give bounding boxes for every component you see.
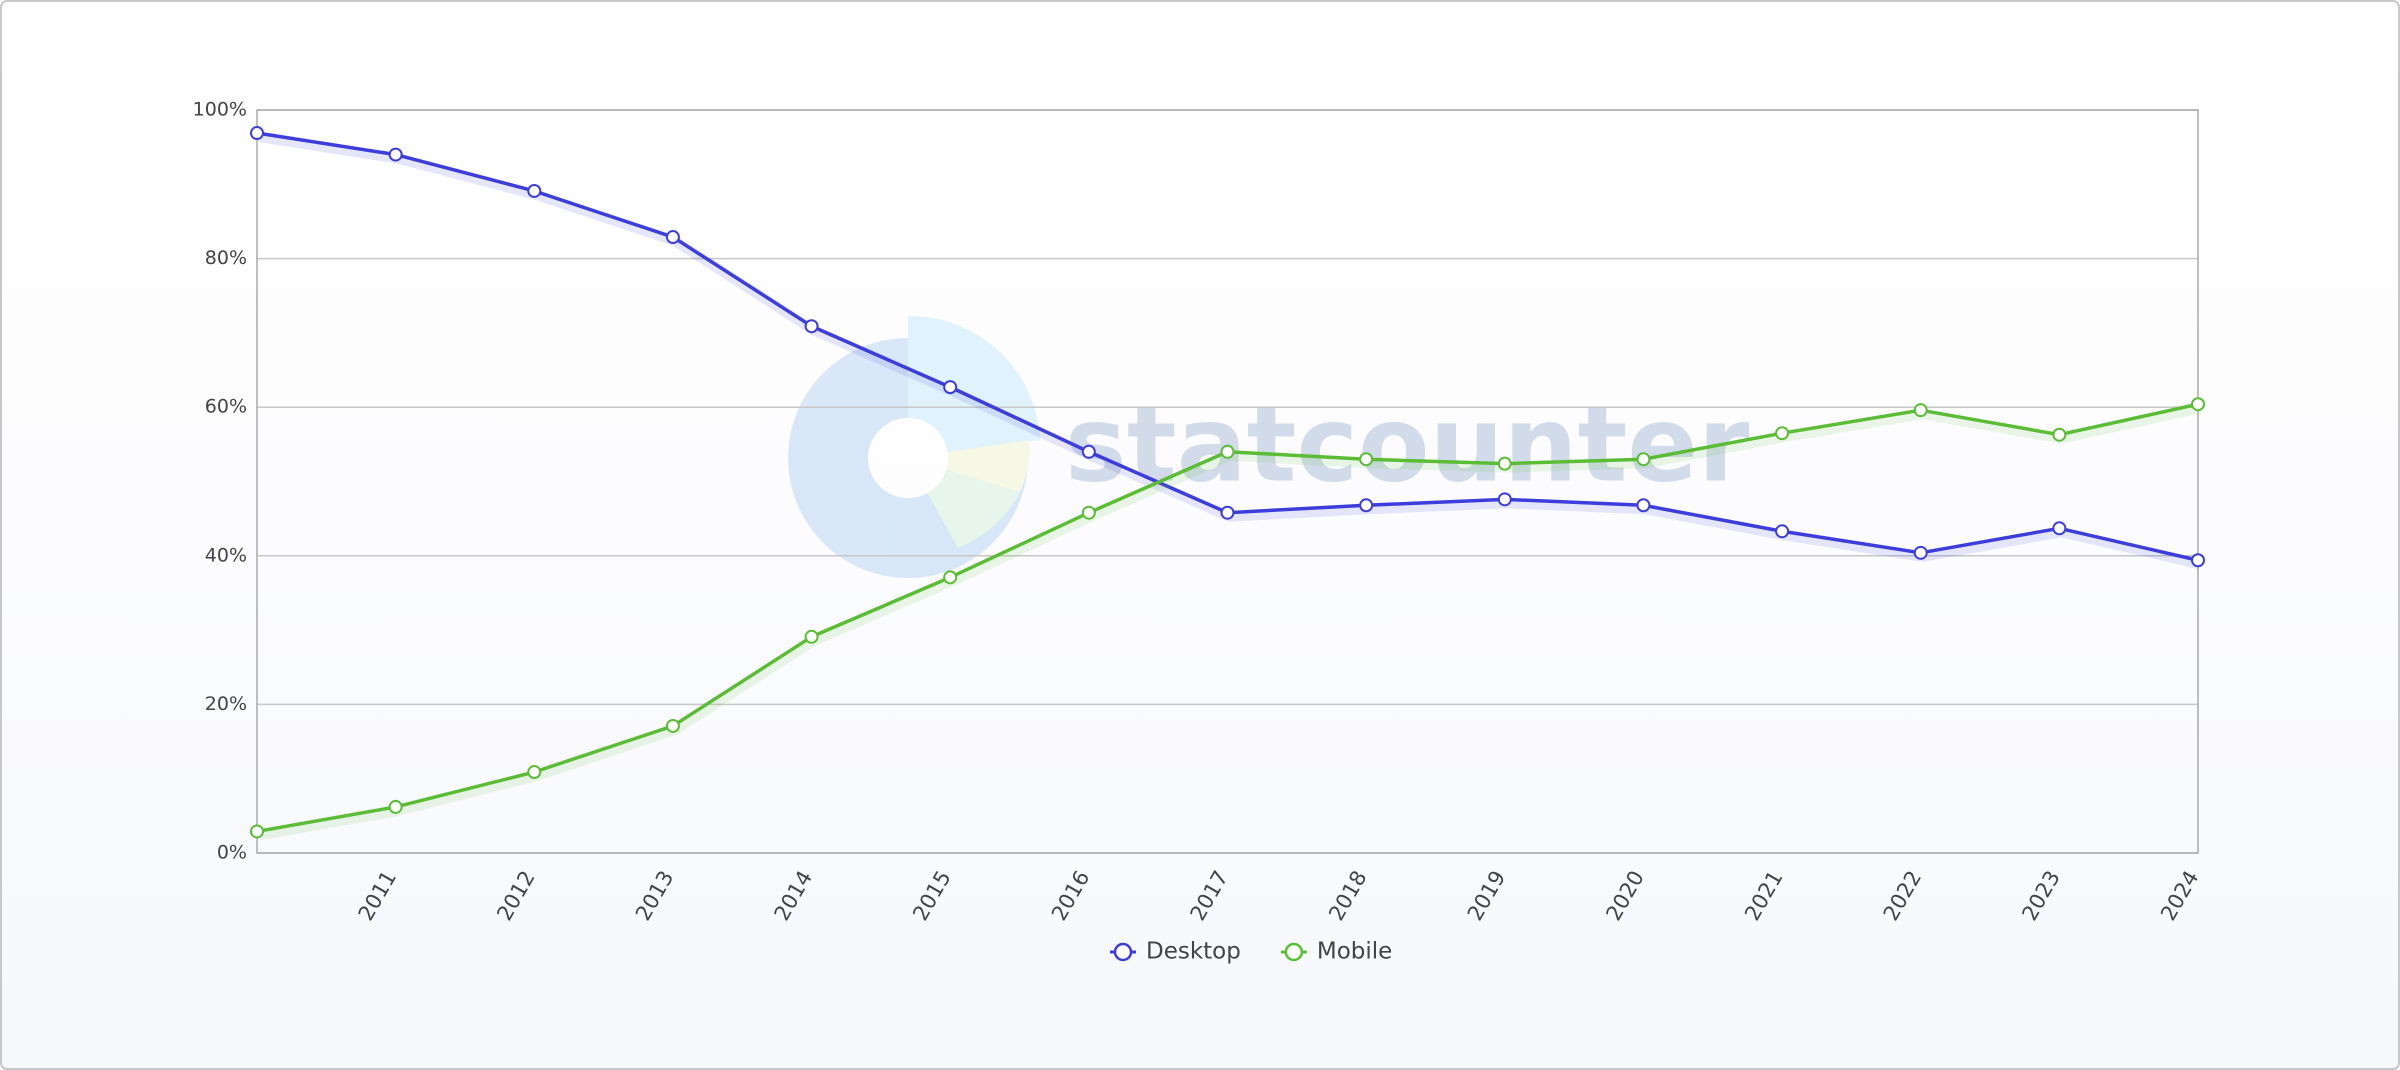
data-point [1359, 498, 1374, 513]
data-point [388, 147, 403, 162]
watermark-logo [788, 315, 1040, 578]
data-point [250, 126, 264, 141]
data-point [1220, 505, 1235, 520]
watermark: statcounter [1065, 383, 1749, 505]
data-point [665, 230, 680, 245]
data-point [1775, 426, 1790, 441]
data-point [1081, 505, 1096, 520]
data-point [388, 799, 403, 814]
data-point [2191, 553, 2205, 568]
data-point [527, 183, 542, 198]
y-tick-label: 20% [205, 693, 247, 715]
data-point [943, 570, 958, 585]
data-point [665, 718, 680, 733]
data-point [2191, 397, 2205, 412]
data-point [1775, 524, 1790, 539]
y-tick-label: 60% [205, 396, 247, 418]
legend-label: Mobile [1317, 939, 1392, 965]
data-point [1220, 444, 1235, 459]
data-point [804, 319, 819, 334]
data-point [1636, 452, 1651, 467]
data-point [1359, 452, 1374, 467]
data-point [1497, 492, 1512, 507]
legend-label: Desktop [1146, 939, 1241, 965]
legend-marker [1113, 942, 1133, 962]
y-tick-label: 0% [217, 842, 247, 864]
plot-border [256, 109, 2199, 854]
data-point [943, 380, 958, 395]
data-point [1081, 444, 1096, 459]
y-tick-label: 40% [205, 544, 247, 566]
data-point [1913, 403, 1928, 418]
data-point [527, 765, 542, 780]
data-point [804, 629, 819, 644]
y-tick-label: 100% [193, 99, 247, 121]
y-tick-label: 80% [205, 247, 247, 269]
data-point [1497, 456, 1512, 471]
data-point [2052, 427, 2067, 442]
data-point [1913, 545, 1928, 560]
legend-marker [1284, 942, 1304, 962]
data-point [2052, 521, 2067, 536]
data-point [250, 824, 264, 839]
data-point [1636, 498, 1651, 513]
